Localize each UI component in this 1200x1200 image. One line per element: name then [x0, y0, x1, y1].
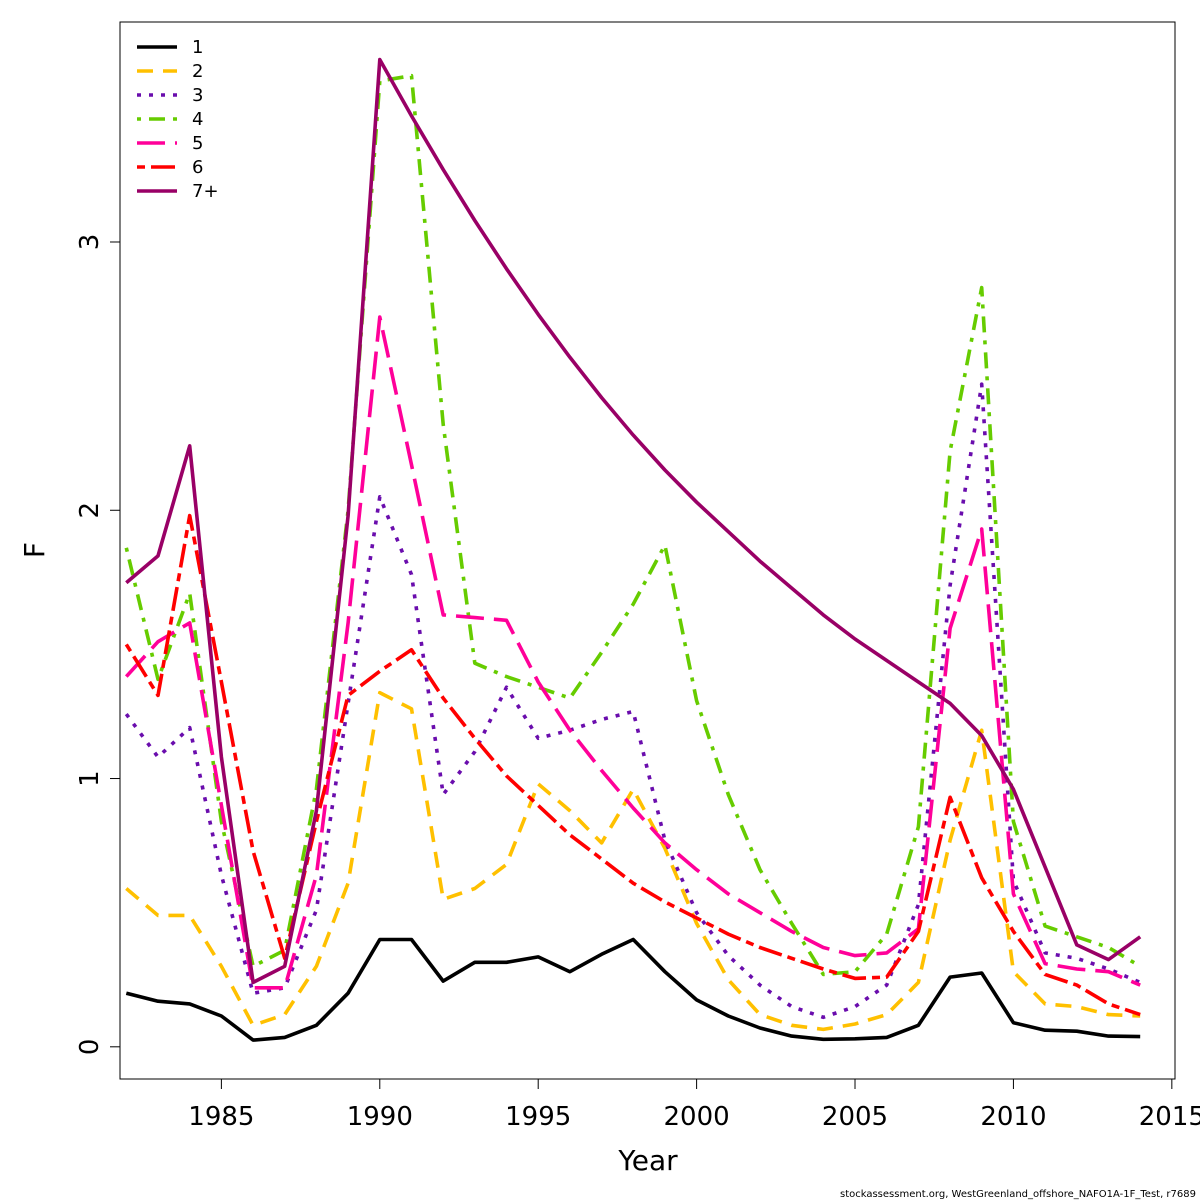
x-axis-title: Year: [617, 1144, 678, 1177]
legend-label: 3: [192, 85, 203, 106]
legend-label: 5: [192, 133, 203, 154]
y-axis: 0 1 2 3: [75, 234, 121, 1056]
series-layer: [124, 57, 1142, 1042]
plot-frame: [119, 21, 1176, 1080]
y-tick-label: 2: [75, 502, 105, 519]
series-line-4: [124, 73, 1142, 977]
y-tick-label: 3: [75, 234, 105, 251]
series-line-6: [124, 513, 1141, 1017]
legend: 1 2 3 4 5 6 7+: [137, 37, 219, 202]
x-tick-label: 2010: [980, 1102, 1046, 1132]
x-axis: 1985 1990 1995 2000 2005 2010 2015: [188, 1078, 1200, 1132]
y-tick-label: 1: [75, 770, 105, 787]
x-tick-label: 2015: [1139, 1102, 1200, 1132]
x-tick-label: 2005: [822, 1102, 888, 1132]
legend-label: 6: [192, 157, 203, 178]
x-tick-label: 1995: [505, 1102, 571, 1132]
x-tick-label: 1990: [347, 1102, 413, 1132]
series-line-7plus: [125, 57, 1142, 985]
series-line-1: [125, 937, 1141, 1042]
legend-label: 7+: [192, 181, 219, 202]
y-tick-label: 0: [75, 1039, 105, 1056]
series-line-2: [125, 690, 1141, 1032]
y-axis-title: F: [18, 542, 51, 558]
x-tick-label: 1985: [188, 1102, 254, 1132]
footer-credit: stockassessment.org, WestGreenland_offsh…: [840, 1189, 1196, 1200]
legend-label: 2: [192, 61, 203, 82]
series-line-5: [124, 315, 1141, 990]
legend-label: 4: [192, 109, 203, 130]
legend-label: 1: [192, 37, 203, 58]
x-tick-label: 2000: [664, 1102, 730, 1132]
series-line-3: [124, 382, 1141, 1020]
